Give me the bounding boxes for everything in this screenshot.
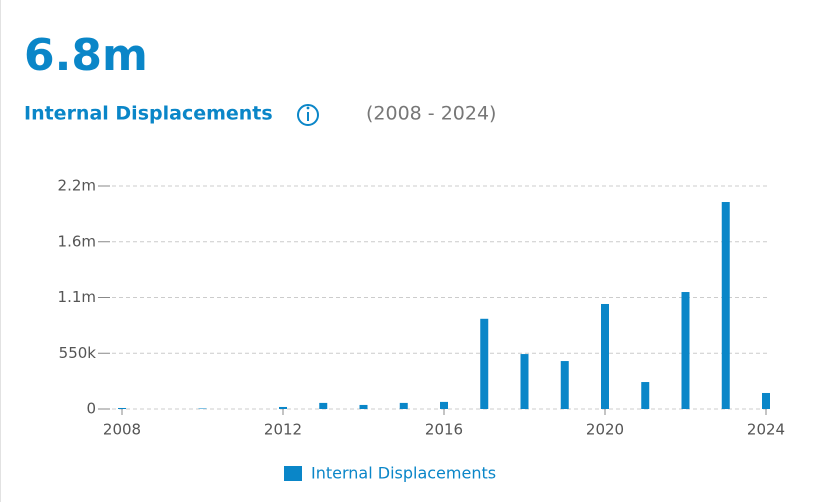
bar — [762, 392, 770, 409]
period: (2008 - 2024) — [366, 103, 496, 125]
y-tick-label: 1.1m — [58, 288, 96, 306]
bar — [601, 303, 609, 409]
info-icon[interactable] — [297, 104, 319, 126]
x-tick-label: 2024 — [747, 421, 785, 439]
x-tick-label: 2012 — [264, 421, 302, 439]
x-tick-label: 2016 — [425, 421, 463, 439]
bar — [359, 404, 368, 409]
headline: 6.8m — [24, 30, 148, 81]
legend-swatch — [284, 466, 302, 481]
x-tick-label: 2020 — [586, 421, 624, 439]
subtitle: Internal Displacements — [24, 103, 273, 125]
bar — [641, 382, 650, 409]
bar — [480, 318, 489, 409]
bar — [560, 361, 569, 409]
y-tick-label: 0 — [86, 400, 96, 418]
y-tick-label: 1.6m — [58, 232, 96, 250]
bar — [399, 402, 408, 409]
bar — [198, 408, 207, 409]
bar — [520, 354, 529, 409]
y-tick-label: 550k — [59, 344, 97, 362]
bar — [440, 401, 448, 409]
y-tick-label: 2.2m — [58, 177, 96, 195]
bar — [319, 402, 328, 409]
bar — [721, 202, 730, 409]
bar — [681, 292, 690, 409]
bar — [279, 406, 287, 409]
legend-label: Internal Displacements — [311, 464, 496, 483]
bar — [118, 407, 126, 409]
x-tick-label: 2008 — [103, 421, 141, 439]
